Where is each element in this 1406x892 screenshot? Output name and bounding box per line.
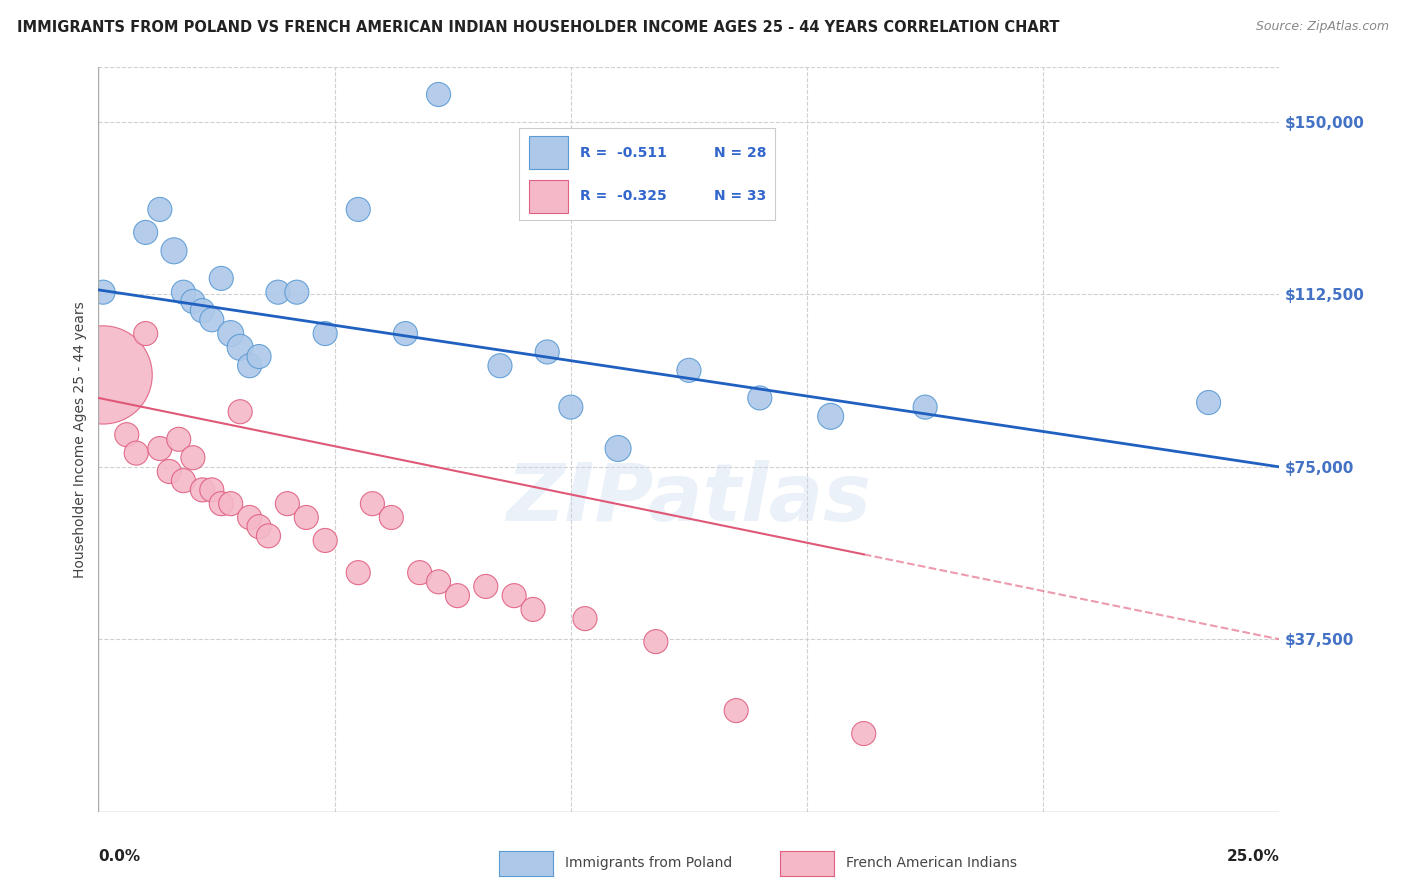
Point — [347, 566, 370, 580]
Point — [91, 285, 114, 300]
Text: Source: ZipAtlas.com: Source: ZipAtlas.com — [1256, 20, 1389, 33]
Point — [574, 612, 596, 626]
Text: IMMIGRANTS FROM POLAND VS FRENCH AMERICAN INDIAN HOUSEHOLDER INCOME AGES 25 - 44: IMMIGRANTS FROM POLAND VS FRENCH AMERICA… — [17, 20, 1059, 35]
Point — [607, 442, 630, 456]
Point — [181, 450, 204, 465]
Point — [201, 483, 224, 497]
Point — [229, 405, 252, 419]
Text: N = 28: N = 28 — [714, 145, 766, 160]
Point — [522, 602, 544, 616]
Point — [852, 726, 875, 740]
Point — [135, 226, 157, 240]
Point — [314, 533, 336, 548]
Point — [427, 87, 450, 102]
Point — [394, 326, 416, 341]
Text: R =  -0.511: R = -0.511 — [581, 145, 668, 160]
Point — [503, 589, 526, 603]
Point — [191, 483, 214, 497]
Point — [678, 363, 700, 377]
Point — [115, 427, 138, 442]
Point — [209, 271, 232, 285]
Point — [135, 326, 157, 341]
Point — [172, 285, 194, 300]
Point — [191, 303, 214, 318]
Point — [209, 497, 232, 511]
Point — [314, 326, 336, 341]
Point — [125, 446, 148, 460]
Point — [163, 244, 186, 258]
Point — [536, 345, 558, 359]
Point — [219, 326, 242, 341]
Text: French American Indians: French American Indians — [846, 855, 1018, 870]
Point — [475, 579, 498, 593]
Point — [285, 285, 308, 300]
Point — [239, 510, 262, 524]
Point — [644, 634, 666, 648]
Point — [276, 497, 298, 511]
Point — [380, 510, 402, 524]
Text: ZIPatlas: ZIPatlas — [506, 460, 872, 538]
Point — [560, 400, 582, 414]
Point — [347, 202, 370, 217]
Point — [748, 391, 770, 405]
Point — [408, 566, 430, 580]
Point — [181, 294, 204, 309]
Point — [167, 433, 190, 447]
Point — [1198, 395, 1220, 409]
Point — [489, 359, 512, 373]
Point — [149, 442, 172, 456]
Text: R =  -0.325: R = -0.325 — [581, 189, 668, 203]
Point — [820, 409, 842, 424]
Text: 0.0%: 0.0% — [98, 849, 141, 864]
Point — [157, 465, 180, 479]
Point — [427, 574, 450, 589]
Point — [257, 529, 280, 543]
Point — [267, 285, 290, 300]
Y-axis label: Householder Income Ages 25 - 44 years: Householder Income Ages 25 - 44 years — [73, 301, 87, 578]
Point — [914, 400, 936, 414]
Text: Immigrants from Poland: Immigrants from Poland — [565, 855, 733, 870]
Point — [361, 497, 384, 511]
Point — [239, 359, 262, 373]
Point — [219, 497, 242, 511]
Point — [725, 704, 748, 718]
Point — [229, 340, 252, 354]
Point — [149, 202, 172, 217]
Text: N = 33: N = 33 — [714, 189, 766, 203]
Point — [446, 589, 468, 603]
Point — [295, 510, 318, 524]
Point — [201, 312, 224, 326]
Point — [172, 474, 194, 488]
Point — [91, 368, 114, 382]
Point — [247, 519, 270, 533]
Point — [247, 350, 270, 364]
Text: 25.0%: 25.0% — [1226, 849, 1279, 864]
Bar — [529, 179, 568, 213]
Bar — [529, 136, 568, 169]
